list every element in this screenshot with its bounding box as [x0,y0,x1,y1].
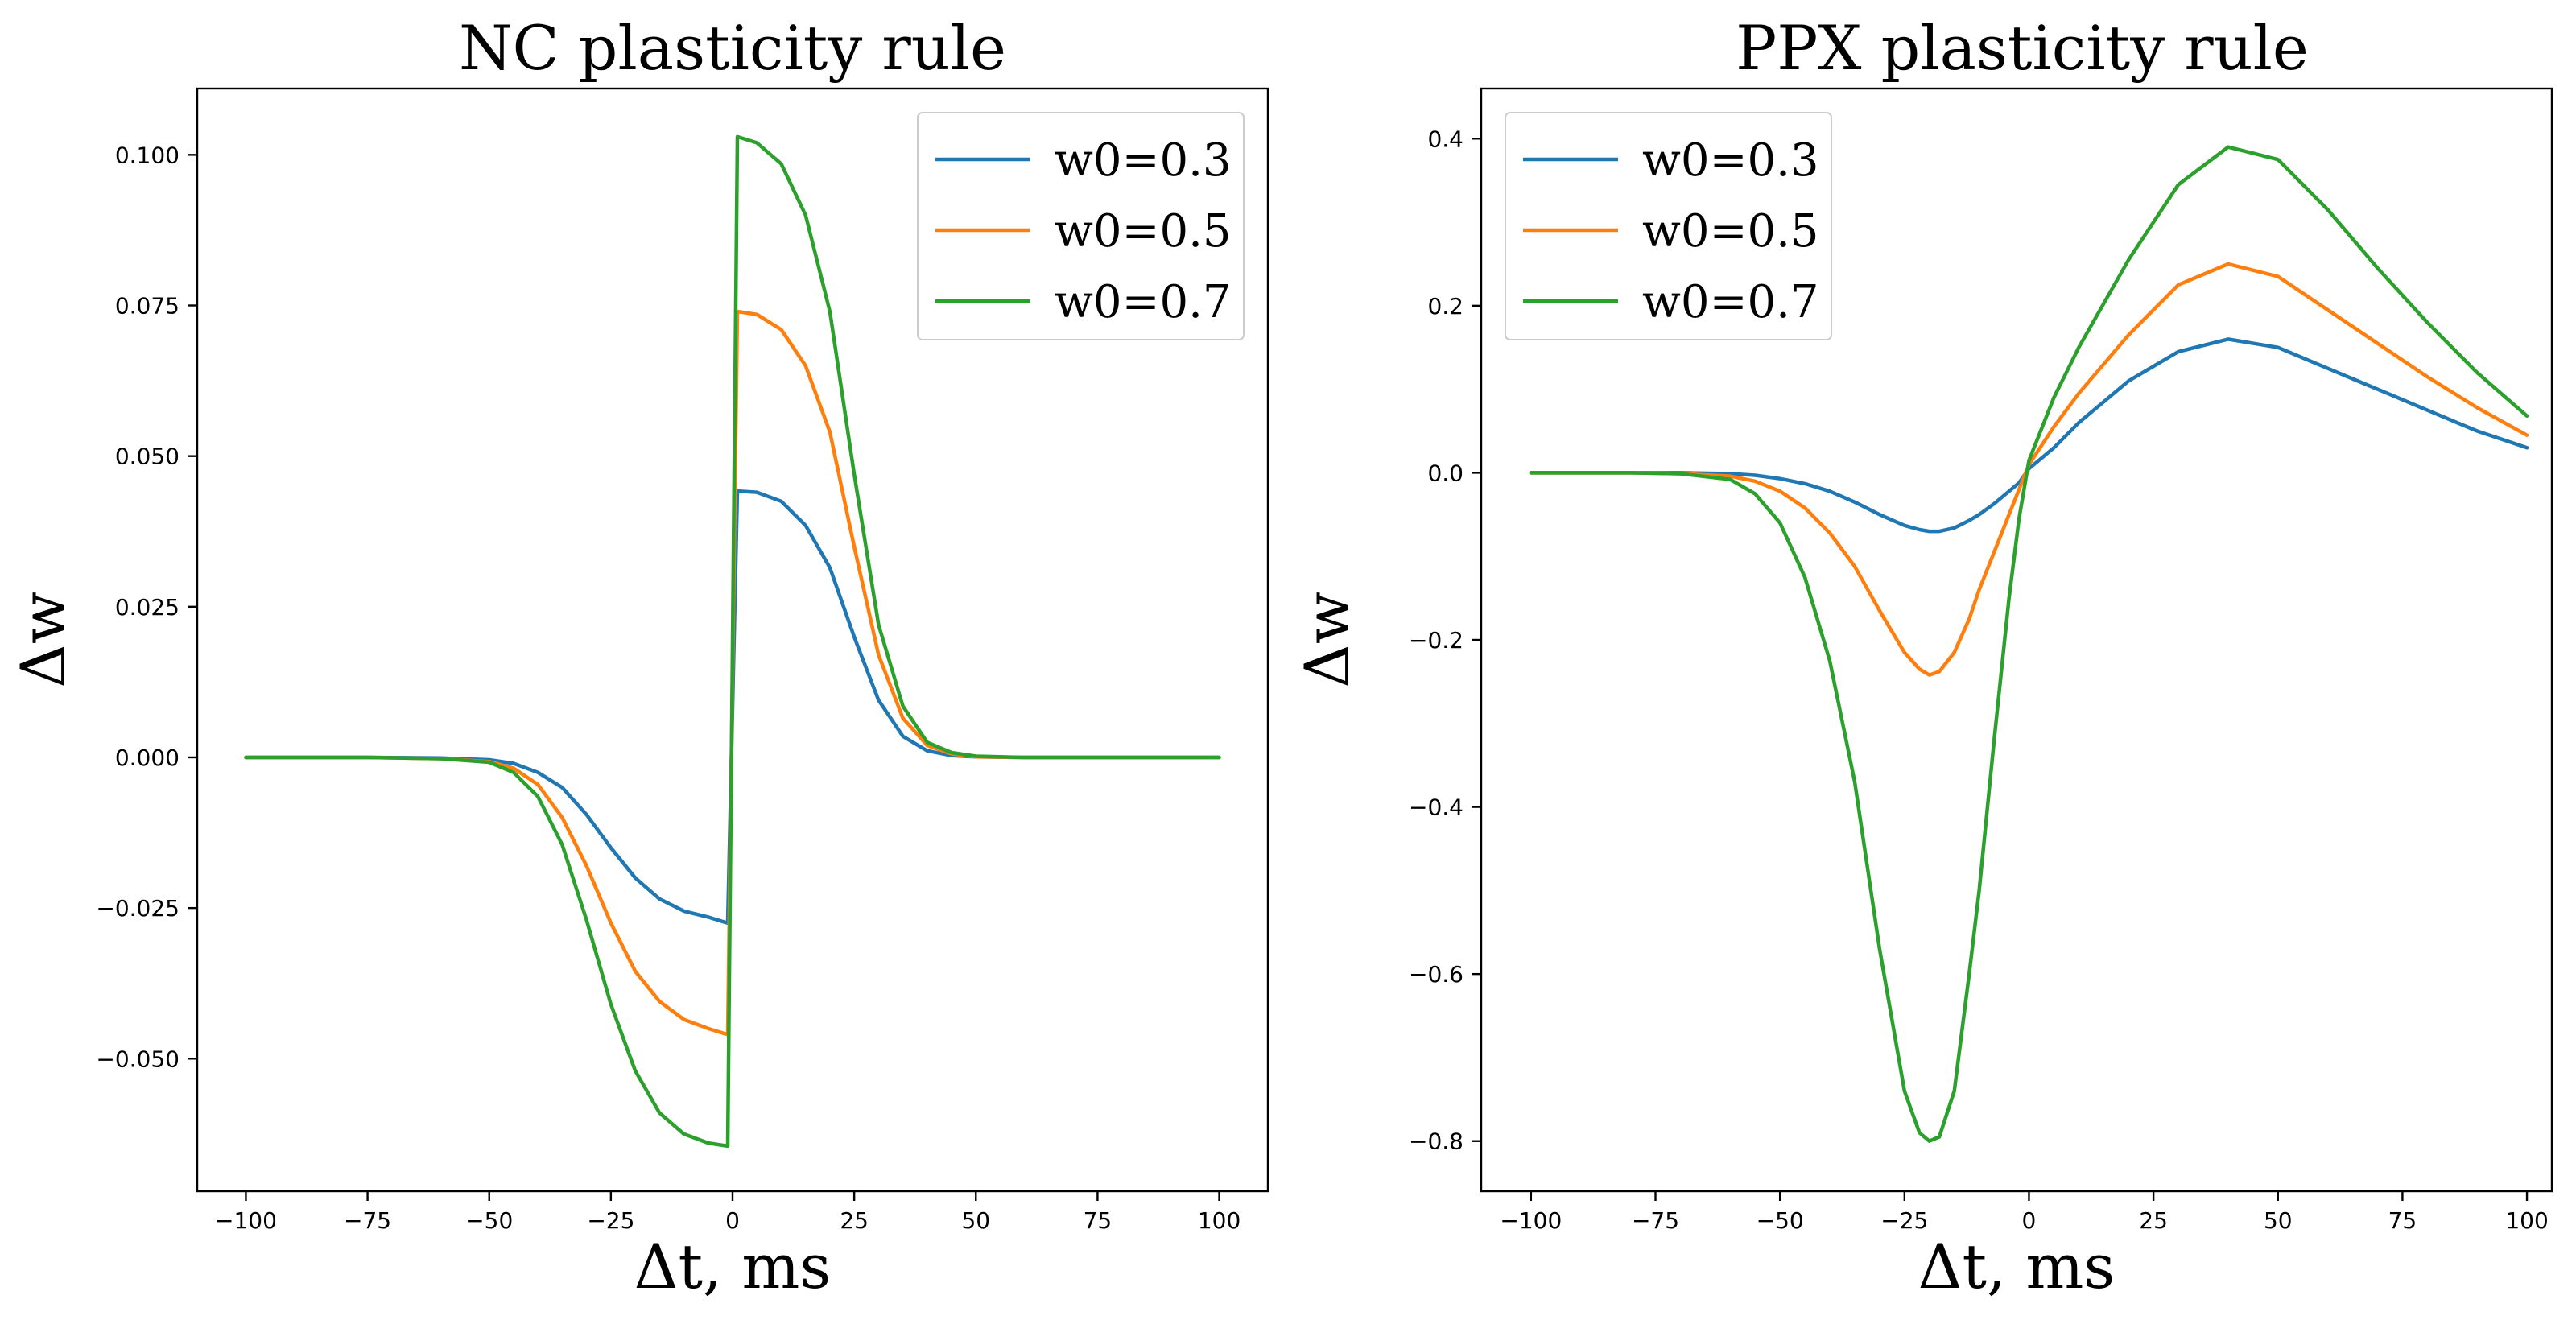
nc-plasticity-panel: NC plasticity rule −100 −75 −50 −25 0 25 50 75 1… [7,12,1269,1302]
ppx-y-tick-label: −0.2 [1409,627,1463,654]
nc-chart-title: NC plasticity rule [459,12,1006,84]
ppx-y-tick-label: 0.0 [1427,460,1463,486]
nc-y-axis-label: Δw [7,592,79,688]
ppx-x-tick-label: 75 [2388,1207,2417,1234]
nc-legend-label-1: w0=0.3 [1055,134,1232,187]
nc-y-tick-label: −0.025 [96,895,180,922]
nc-x-tick-label: −50 [465,1207,513,1234]
nc-x-tick-label: 75 [1084,1207,1113,1234]
ppx-legend-label-3: w0=0.7 [1642,276,1819,328]
nc-x-tick-label: −100 [215,1207,277,1234]
ppx-y-tick-label: 0.2 [1427,293,1463,320]
nc-x-axis-label: Δt, ms [634,1231,832,1302]
ppx-y-axis-label: Δw [1291,592,1363,688]
nc-x-tick-label: −25 [587,1207,634,1234]
ppx-chart-title: PPX plasticity rule [1736,12,2309,84]
nc-x-tick-label: 100 [1198,1207,1241,1234]
ppx-x-tick-label: −25 [1880,1207,1928,1234]
ppx-y-tick-label: 0.4 [1427,126,1463,152]
nc-x-tick-label: 25 [840,1207,869,1234]
nc-x-tick-label: −75 [344,1207,391,1234]
ppx-y-tick-label: −0.4 [1409,794,1463,821]
ppx-x-tick-label: 0 [2022,1207,2037,1234]
ppx-y-tick-label: −0.6 [1409,961,1463,988]
ppx-series-line-3 [1529,145,2529,1143]
nc-y-tick-label: −0.050 [96,1046,180,1072]
nc-x-tick-label: 0 [725,1207,740,1234]
nc-y-tick-label: 0.075 [115,293,180,320]
ppx-legend-label-2: w0=0.5 [1642,205,1819,258]
nc-y-tick-label: 0.025 [115,594,180,621]
ppx-series-line-1 [1529,337,2529,534]
nc-legend: w0=0.3 w0=0.5 w0=0.7 [917,112,1245,340]
ppx-x-tick-label: −50 [1757,1207,1804,1234]
nc-y-tick-label: 0.050 [115,443,180,470]
ppx-y-tick-label: −0.8 [1409,1128,1463,1155]
ppx-x-tick-label: −100 [1500,1207,1562,1234]
ppx-legend: w0=0.3 w0=0.5 w0=0.7 [1505,112,1832,340]
ppx-x-axis-label: Δt, ms [1918,1231,2116,1302]
nc-legend-box [917,112,1245,340]
nc-legend-label-2: w0=0.5 [1055,205,1232,258]
ppx-x-tick-label: 50 [2264,1207,2293,1234]
nc-legend-label-3: w0=0.7 [1055,276,1232,328]
ppx-x-tick-label: 25 [2139,1207,2168,1234]
nc-series-line-3 [244,134,1221,1149]
ppx-legend-box [1505,112,1832,340]
ppx-x-tick-label: −75 [1632,1207,1679,1234]
nc-x-tick-label: 50 [961,1207,990,1234]
ppx-legend-label-1: w0=0.3 [1642,134,1819,187]
nc-y-tick-label: 0.100 [115,142,180,168]
ppx-x-tick-label: 100 [2505,1207,2548,1234]
ppx-series-line-2 [1529,262,2529,677]
ppx-plasticity-panel: PPX plasticity rule −100 −75 −50 −25 0 25 50 75… [1291,12,2553,1302]
nc-y-tick-label: 0.000 [115,745,180,771]
